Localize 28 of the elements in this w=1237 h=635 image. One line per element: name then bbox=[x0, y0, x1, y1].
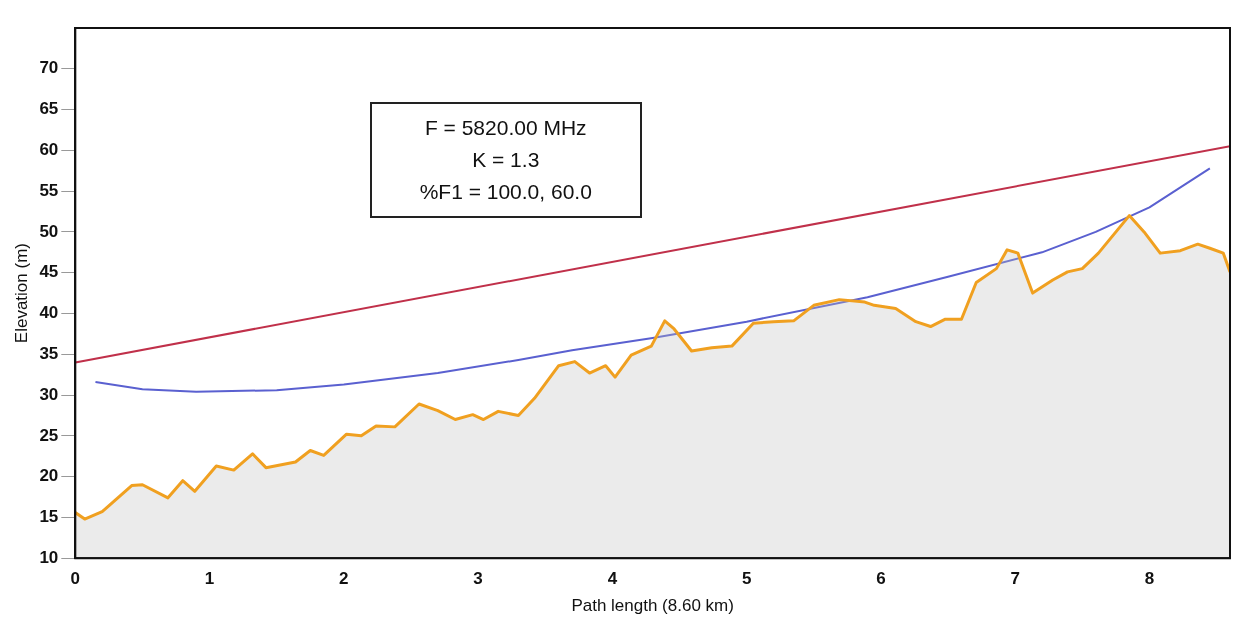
annotation: F = 5820.00 MHz bbox=[423, 115, 588, 142]
x-tick-label: 5 bbox=[741, 569, 752, 589]
y-tick-label: 50 bbox=[39, 221, 59, 241]
x-axis-title: Path length (8.60 km) bbox=[571, 596, 734, 616]
x-tick-label: 7 bbox=[1010, 569, 1020, 589]
y-tick-label: 20 bbox=[39, 466, 59, 486]
annotation: %F1 = 100.0, 60.0 bbox=[418, 179, 593, 206]
note-box: F = 5820.00 MHz K = 1.3 %F1 = 100.0, 60.0 bbox=[369, 102, 642, 219]
y-tick-label: 45 bbox=[39, 262, 59, 282]
x-tick-label: 4 bbox=[607, 569, 618, 589]
x-tick-label: 3 bbox=[473, 569, 483, 589]
y-tick-label: 35 bbox=[39, 343, 59, 363]
y-tick-label: 55 bbox=[39, 180, 59, 200]
x-tick-label: 2 bbox=[339, 569, 349, 589]
x-tick-label: 8 bbox=[1144, 569, 1155, 589]
annotation: K = 1.3 bbox=[471, 147, 541, 174]
y-tick-label: 10 bbox=[39, 547, 59, 567]
x-tick-label: 0 bbox=[70, 569, 81, 589]
y-tick-label: 25 bbox=[39, 425, 59, 445]
x-tick-label: 6 bbox=[876, 569, 886, 589]
y-tick-label: 15 bbox=[39, 507, 59, 527]
y-axis-title: Elevation (m) bbox=[11, 243, 31, 344]
y-tick-label: 60 bbox=[39, 140, 59, 160]
y-tick-label: 30 bbox=[39, 384, 59, 404]
y-tick-label: 40 bbox=[39, 303, 59, 323]
x-tick-label: 1 bbox=[204, 569, 215, 589]
y-tick-label: 65 bbox=[39, 99, 59, 119]
y-tick-label: 70 bbox=[39, 58, 59, 78]
